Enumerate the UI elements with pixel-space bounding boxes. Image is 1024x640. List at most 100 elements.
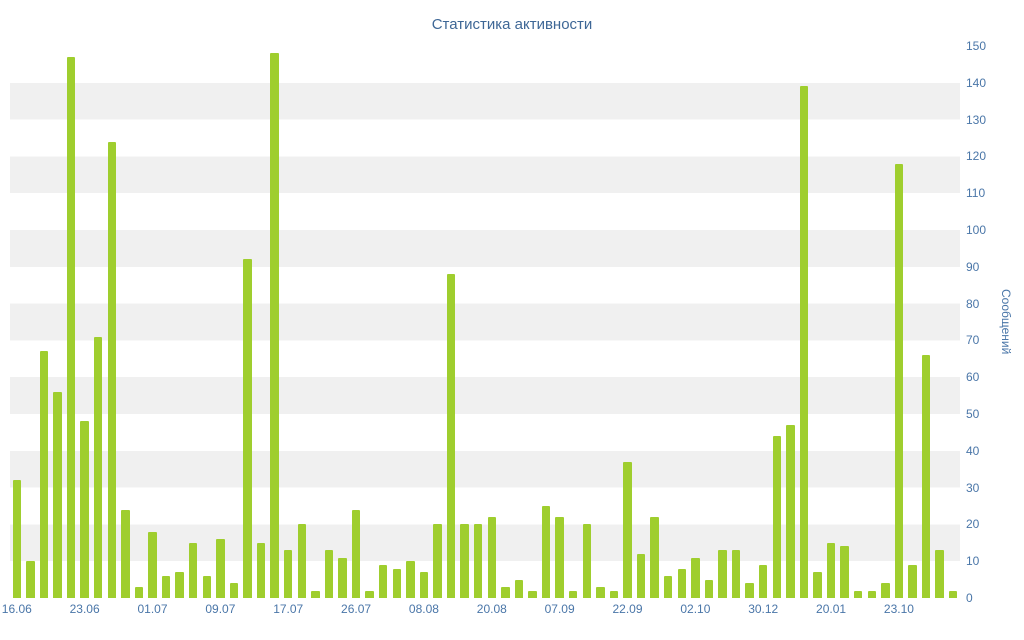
bar[interactable]: [94, 336, 103, 598]
bar[interactable]: [324, 550, 334, 598]
x-axis-tick-label: 09.07: [205, 602, 236, 616]
y-axis-tick-label: 70: [966, 333, 980, 348]
bar[interactable]: [881, 583, 890, 598]
bar[interactable]: [216, 539, 225, 598]
y-axis-tick-label: 30: [966, 480, 980, 495]
bar[interactable]: [433, 524, 442, 598]
bar[interactable]: [80, 421, 89, 598]
bar[interactable]: [243, 259, 252, 598]
y-axis-tick-label: 60: [966, 370, 980, 385]
bar[interactable]: [691, 557, 700, 598]
bar[interactable]: [759, 564, 768, 598]
bar[interactable]: [677, 568, 686, 598]
bar[interactable]: [39, 351, 49, 598]
bar[interactable]: [365, 590, 374, 598]
x-axis-tick-label: 20.08: [476, 602, 507, 616]
x-axis-tick-label: 23.10: [883, 602, 914, 616]
bar[interactable]: [351, 509, 361, 598]
bar[interactable]: [718, 550, 727, 598]
y-axis-title-label: Сообщений: [999, 289, 1013, 355]
bar[interactable]: [121, 509, 130, 598]
x-axis-tick-label: 26.07: [341, 602, 372, 616]
y-axis: 0 10 20 30 40 50 60 70 80 90 100 110 120 130 140 150: [962, 39, 994, 605]
bar[interactable]: [623, 461, 632, 598]
bar[interactable]: [270, 53, 279, 598]
bar[interactable]: [704, 579, 714, 598]
bar[interactable]: [501, 586, 510, 598]
bar[interactable]: [406, 561, 415, 598]
bar[interactable]: [636, 553, 646, 598]
bar[interactable]: [799, 86, 809, 598]
y-axis-tick-label: 150: [966, 39, 987, 53]
y-axis-tick-label: 50: [966, 407, 980, 421]
bar[interactable]: [392, 568, 401, 598]
x-axis-tick-label: 30.12: [748, 602, 779, 616]
bar[interactable]: [894, 163, 904, 598]
y-axis-tick-label: 40: [966, 443, 980, 458]
bar[interactable]: [664, 575, 673, 598]
bar[interactable]: [949, 590, 958, 598]
x-axis-tick-label: 20.01: [816, 602, 847, 616]
bar[interactable]: [229, 583, 239, 598]
bar[interactable]: [921, 355, 931, 598]
x-axis-tick-label: 01.07: [137, 602, 168, 616]
bar[interactable]: [66, 57, 76, 598]
bar[interactable]: [745, 583, 754, 598]
chart-title: Статистика активности: [431, 16, 593, 33]
bar[interactable]: [908, 564, 917, 598]
bar[interactable]: [202, 575, 211, 598]
bar[interactable]: [528, 590, 537, 598]
x-axis-tick-label: 08.08: [408, 602, 439, 616]
y-axis-tick-label: 80: [966, 296, 980, 311]
bar[interactable]: [826, 542, 836, 598]
bar[interactable]: [541, 506, 551, 598]
bar[interactable]: [609, 590, 619, 598]
x-axis-tick-label: 22.09: [612, 602, 643, 616]
x-axis-tick-label: 16.06: [1, 602, 32, 616]
bar[interactable]: [786, 425, 795, 598]
bar[interactable]: [650, 517, 659, 598]
y-axis-tick-label: 90: [966, 259, 980, 274]
bar[interactable]: [813, 572, 822, 598]
bar[interactable]: [148, 531, 157, 598]
bar[interactable]: [161, 575, 171, 598]
x-axis-tick-label: 23.06: [69, 602, 100, 616]
y-axis-tick-label: 120: [966, 149, 987, 164]
bar[interactable]: [582, 524, 591, 598]
bar[interactable]: [12, 480, 21, 598]
bar[interactable]: [53, 391, 62, 598]
bar[interactable]: [487, 517, 496, 598]
bar[interactable]: [284, 550, 293, 598]
bar[interactable]: [189, 542, 198, 598]
bar[interactable]: [26, 561, 35, 598]
bar[interactable]: [311, 590, 320, 598]
bar[interactable]: [338, 557, 347, 598]
bar[interactable]: [379, 564, 388, 598]
bar[interactable]: [474, 524, 483, 598]
bar[interactable]: [555, 517, 564, 598]
bar[interactable]: [297, 524, 306, 598]
y-axis-tick-label: 0: [966, 591, 973, 605]
bar[interactable]: [840, 546, 849, 598]
bar[interactable]: [854, 590, 863, 598]
x-axis-tick-label: 07.09: [544, 602, 575, 616]
bar[interactable]: [731, 550, 741, 598]
bar[interactable]: [446, 274, 456, 598]
bar[interactable]: [772, 436, 781, 598]
bar[interactable]: [935, 550, 944, 598]
y-axis-tick-label: 140: [966, 75, 987, 90]
bar[interactable]: [596, 586, 605, 598]
bar[interactable]: [134, 586, 144, 598]
bar[interactable]: [867, 590, 876, 598]
bar[interactable]: [514, 579, 524, 598]
bar[interactable]: [569, 590, 578, 598]
x-axis-tick-label: 17.07: [273, 602, 304, 616]
bar[interactable]: [419, 572, 429, 598]
y-axis-tick-label: 10: [966, 554, 980, 569]
plot-area: [10, 46, 960, 598]
bar[interactable]: [175, 572, 184, 598]
bar[interactable]: [107, 141, 116, 598]
bar[interactable]: [460, 524, 469, 598]
bar[interactable]: [256, 542, 266, 598]
